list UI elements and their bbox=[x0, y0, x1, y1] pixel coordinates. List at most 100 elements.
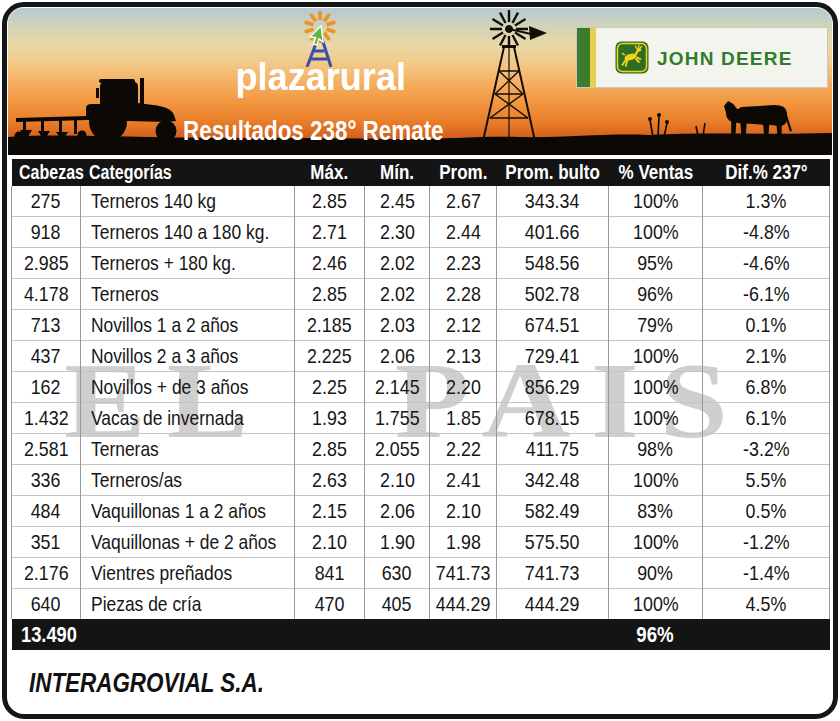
cell: 401.66 bbox=[497, 217, 609, 248]
cell: 2.055 bbox=[365, 434, 430, 465]
cell bbox=[703, 619, 830, 650]
table-row: 2.176Vientres preñados841630741.73741.73… bbox=[12, 558, 830, 589]
john-deere-wordmark: JOHN DEERE bbox=[657, 48, 793, 70]
cell: Vientres preñados bbox=[81, 558, 295, 589]
cell: 2.10 bbox=[365, 465, 430, 496]
cell: 640 bbox=[12, 589, 81, 620]
col-header-cabezas: Cabezas bbox=[12, 159, 81, 186]
total-cabezas: 13.490 bbox=[12, 619, 609, 650]
cell: 2.185 bbox=[295, 310, 365, 341]
cell: 4.5% bbox=[703, 589, 830, 620]
cell: 2.02 bbox=[365, 279, 430, 310]
cell: 83% bbox=[609, 496, 703, 527]
cell: 79% bbox=[609, 310, 703, 341]
cell: 2.85 bbox=[295, 186, 365, 217]
cell: 2.46 bbox=[295, 248, 365, 279]
table-row: 351Vaquillonas + de 2 años2.101.901.9857… bbox=[12, 527, 830, 558]
table-body: 275Terneros 140 kg2.852.452.67343.34100%… bbox=[12, 186, 830, 619]
cell: 674.51 bbox=[497, 310, 609, 341]
cell: Terneros + 180 kg. bbox=[81, 248, 295, 279]
banner-title: Resultados 238° Remate bbox=[183, 116, 497, 147]
cell: 2.12 bbox=[430, 310, 497, 341]
cell: Terneros 140 a 180 kg. bbox=[81, 217, 295, 248]
cell: 444.29 bbox=[497, 589, 609, 620]
table-row: 713Novillos 1 a 2 años2.1852.032.12674.5… bbox=[12, 310, 830, 341]
cell: 484 bbox=[12, 496, 81, 527]
total-ventas: 96% bbox=[609, 619, 703, 650]
cell: 2.45 bbox=[365, 186, 430, 217]
cell: 100% bbox=[609, 186, 703, 217]
cell: Terneros 140 kg bbox=[81, 186, 295, 217]
table-row: 484Vaquillonas 1 a 2 años2.152.062.10582… bbox=[12, 496, 830, 527]
results-table: Cabezas Categorías Máx. Mín. Prom. Prom.… bbox=[11, 159, 830, 650]
cell: Piezas de cría bbox=[81, 589, 295, 620]
cell: -4.8% bbox=[703, 217, 830, 248]
col-header-max: Máx. bbox=[295, 159, 365, 186]
table-row: 437Novillos 2 a 3 años2.2252.062.13729.4… bbox=[12, 341, 830, 372]
plazarural-wordmark: plazarural bbox=[226, 56, 416, 99]
cell: Novillos + de 3 años bbox=[81, 372, 295, 403]
cell: 2.225 bbox=[295, 341, 365, 372]
cell: 502.78 bbox=[497, 279, 609, 310]
cell: 100% bbox=[609, 403, 703, 434]
col-header-ventas: % Ventas bbox=[609, 159, 703, 186]
cell: 444.29 bbox=[430, 589, 497, 620]
table-row: 336Terneros/as2.632.102.41342.48100%5.5% bbox=[12, 465, 830, 496]
table-row: 2.985Terneros + 180 kg.2.462.022.23548.5… bbox=[12, 248, 830, 279]
cell: 1.93 bbox=[295, 403, 365, 434]
cell: 96% bbox=[609, 279, 703, 310]
results-card: plazarural Resultados 238° Remate JOHN D… bbox=[2, 2, 838, 719]
cell: 2.63 bbox=[295, 465, 365, 496]
cell: 2.44 bbox=[430, 217, 497, 248]
cell: 162 bbox=[12, 372, 81, 403]
cell: 343.34 bbox=[497, 186, 609, 217]
cow-silhouette bbox=[724, 101, 792, 137]
cell: 336 bbox=[12, 465, 81, 496]
cell: 741.73 bbox=[497, 558, 609, 589]
table-total-row: 13.490 96% bbox=[12, 619, 830, 650]
cell: 2.581 bbox=[12, 434, 81, 465]
cell: 2.28 bbox=[430, 279, 497, 310]
cell: 2.85 bbox=[295, 434, 365, 465]
cell: 2.20 bbox=[430, 372, 497, 403]
cell: Vaquillonas + de 2 años bbox=[81, 527, 295, 558]
cell: 856.29 bbox=[497, 372, 609, 403]
cell: 630 bbox=[365, 558, 430, 589]
cell: 2.85 bbox=[295, 279, 365, 310]
cell: 100% bbox=[609, 527, 703, 558]
cell: 1.85 bbox=[430, 403, 497, 434]
company-name: INTERAGROVIAL S.A. bbox=[29, 668, 312, 699]
tractor-silhouette bbox=[15, 78, 177, 142]
cell: 2.22 bbox=[430, 434, 497, 465]
table-row: 162Novillos + de 3 años2.252.1452.20856.… bbox=[12, 372, 830, 403]
cell: 2.15 bbox=[295, 496, 365, 527]
cell: 2.02 bbox=[365, 248, 430, 279]
cell: 2.10 bbox=[430, 496, 497, 527]
cell: 2.176 bbox=[12, 558, 81, 589]
cell: 95% bbox=[609, 248, 703, 279]
cell: 0.5% bbox=[703, 496, 830, 527]
cell: 6.1% bbox=[703, 403, 830, 434]
cell: 841 bbox=[295, 558, 365, 589]
col-header-prom-bulto: Prom. bulto bbox=[497, 159, 609, 186]
jd-yellow-stripe bbox=[590, 28, 596, 87]
cell: Vaquillonas 1 a 2 años bbox=[81, 496, 295, 527]
plazarural-logo: plazarural bbox=[226, 8, 416, 103]
cell: 2.25 bbox=[295, 372, 365, 403]
cell: 100% bbox=[609, 465, 703, 496]
cell: -4.6% bbox=[703, 248, 830, 279]
cell: 918 bbox=[12, 217, 81, 248]
cell: 1.90 bbox=[365, 527, 430, 558]
cell: 575.50 bbox=[497, 527, 609, 558]
col-header-dif: Dif.% 237° bbox=[703, 159, 830, 186]
cell: 729.41 bbox=[497, 341, 609, 372]
cell: 98% bbox=[609, 434, 703, 465]
cell: Terneras bbox=[81, 434, 295, 465]
cell: Terneros/as bbox=[81, 465, 295, 496]
col-header-min: Mín. bbox=[365, 159, 430, 186]
cell: 100% bbox=[609, 589, 703, 620]
cell: 2.06 bbox=[365, 341, 430, 372]
cell: 90% bbox=[609, 558, 703, 589]
john-deere-logo: JOHN DEERE bbox=[576, 27, 828, 88]
banner-photo: plazarural Resultados 238° Remate JOHN D… bbox=[8, 8, 832, 155]
